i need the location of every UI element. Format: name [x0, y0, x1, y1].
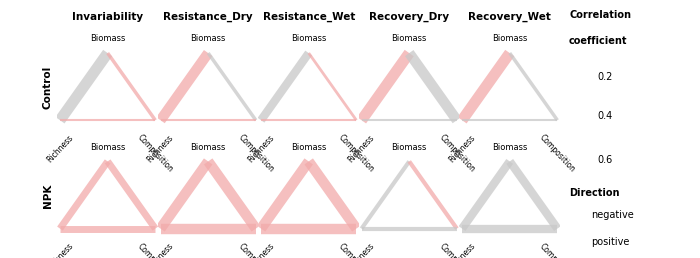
Text: Richness: Richness	[146, 133, 176, 164]
Text: Composition: Composition	[136, 133, 175, 174]
Text: Biomass: Biomass	[190, 34, 226, 43]
Text: NPK: NPK	[43, 184, 52, 208]
Text: Composition: Composition	[538, 133, 577, 174]
Text: Richness: Richness	[346, 133, 377, 164]
Text: Richness: Richness	[447, 241, 477, 258]
Text: Biomass: Biomass	[291, 143, 326, 152]
Text: Correlation: Correlation	[569, 10, 631, 20]
Text: Composition: Composition	[538, 241, 577, 258]
Text: Biomass: Biomass	[492, 34, 527, 43]
Text: Resistance_Dry: Resistance_Dry	[163, 12, 253, 22]
Text: Composition: Composition	[236, 133, 276, 174]
Text: coefficient: coefficient	[569, 36, 628, 46]
Text: Composition: Composition	[236, 241, 276, 258]
Text: Direction: Direction	[569, 188, 620, 198]
Text: Biomass: Biomass	[391, 34, 427, 43]
Text: Control: Control	[43, 66, 52, 109]
Text: Recovery_Wet: Recovery_Wet	[468, 12, 551, 22]
Text: Composition: Composition	[438, 241, 477, 258]
Text: Composition: Composition	[337, 241, 376, 258]
Text: Richness: Richness	[246, 241, 276, 258]
Text: Richness: Richness	[346, 241, 377, 258]
Text: 0.2: 0.2	[597, 72, 612, 82]
Text: Recovery_Dry: Recovery_Dry	[369, 12, 449, 22]
Text: Richness: Richness	[246, 133, 276, 164]
Text: Composition: Composition	[438, 133, 477, 174]
Text: Composition: Composition	[337, 133, 376, 174]
Text: 0.4: 0.4	[597, 111, 612, 121]
Text: Richness: Richness	[146, 241, 176, 258]
Text: Composition: Composition	[136, 241, 175, 258]
Text: Biomass: Biomass	[291, 34, 326, 43]
Text: negative: negative	[592, 210, 634, 220]
Text: Resistance_Wet: Resistance_Wet	[262, 12, 355, 22]
Text: Biomass: Biomass	[90, 143, 125, 152]
Text: Richness: Richness	[447, 133, 477, 164]
Text: 0.6: 0.6	[597, 155, 612, 165]
Text: Richness: Richness	[45, 133, 75, 164]
Text: Biomass: Biomass	[190, 143, 226, 152]
Text: positive: positive	[592, 237, 630, 247]
Text: Richness: Richness	[45, 241, 75, 258]
Text: Biomass: Biomass	[492, 143, 527, 152]
Text: Biomass: Biomass	[90, 34, 125, 43]
Text: Biomass: Biomass	[391, 143, 427, 152]
Text: Invariability: Invariability	[72, 12, 144, 22]
